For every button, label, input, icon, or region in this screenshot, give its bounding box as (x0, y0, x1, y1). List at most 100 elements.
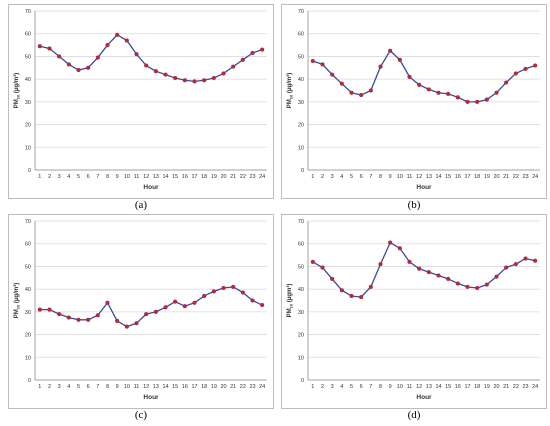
x-tick-label: 1 (311, 174, 314, 180)
data-point (76, 317, 81, 322)
x-tick-label: 13 (153, 174, 159, 180)
data-point (192, 300, 197, 305)
y-tick-label: 60 (25, 242, 31, 248)
x-tick-label: 18 (474, 174, 480, 180)
x-tick-label: 22 (513, 174, 519, 180)
x-tick-label: 15 (445, 174, 451, 180)
data-point (76, 68, 81, 73)
data-point (397, 246, 402, 251)
x-tick-label: 10 (397, 174, 403, 180)
data-point (115, 318, 120, 323)
x-tick-label: 2 (48, 174, 51, 180)
x-tick-label: 16 (182, 384, 188, 390)
x-tick-label: 22 (240, 384, 246, 390)
panel-caption-d: (d) (407, 409, 421, 421)
y-tick-label: 20 (25, 123, 31, 129)
x-tick-label: 15 (172, 384, 178, 390)
data-point (240, 57, 245, 62)
data-point (523, 66, 528, 71)
data-point (182, 304, 187, 309)
data-point (533, 63, 538, 68)
y-axis-label: PM10 (μg/m³) (13, 283, 21, 318)
x-tick-label: 11 (407, 384, 413, 390)
y-tick-label: 10 (25, 145, 31, 151)
x-tick-label: 8 (106, 384, 109, 390)
x-tick-label: 10 (124, 174, 130, 180)
data-point (105, 43, 110, 48)
data-point (86, 317, 91, 322)
data-point (47, 307, 52, 312)
data-point (221, 285, 226, 291)
data-point (494, 90, 499, 95)
x-tick-label: 23 (249, 174, 255, 180)
y-tick-label: 40 (298, 77, 304, 83)
data-point (513, 262, 518, 267)
x-tick-label: 18 (201, 174, 207, 180)
x-tick-label: 9 (389, 174, 392, 180)
data-point (310, 259, 315, 264)
x-tick-label: 10 (397, 384, 403, 390)
panel-caption-b: (b) (407, 199, 421, 211)
x-tick-label: 12 (416, 384, 422, 390)
data-point (153, 69, 158, 74)
x-axis-label: Hour (143, 184, 159, 191)
data-point (378, 64, 383, 69)
x-tick-label: 23 (249, 384, 255, 390)
data-point (475, 285, 480, 291)
x-tick-label: 16 (182, 174, 188, 180)
x-tick-label: 20 (493, 384, 499, 390)
y-tick-label: 50 (25, 54, 31, 60)
x-tick-label: 7 (369, 384, 372, 390)
data-point (260, 302, 265, 308)
x-tick-label: 20 (220, 384, 226, 390)
data-point (426, 270, 431, 275)
chart-panel-a: 0 10 20 30 40 50 60 70 1 2 3 4 5 6 7 8 9 10 11 12 13 14 15 16 17… (8, 4, 274, 199)
data-point (349, 293, 354, 299)
x-tick-label: 13 (426, 174, 432, 180)
data-point (124, 38, 129, 43)
x-tick-label: 14 (162, 384, 168, 390)
y-tick-label: 30 (25, 310, 31, 316)
data-point (105, 300, 110, 305)
x-tick-label: 19 (211, 174, 217, 180)
series-line (39, 34, 263, 83)
y-axis-label: PM10 (μgm³) (286, 284, 294, 318)
x-tick-label: 17 (464, 384, 470, 390)
y-tick-label: 10 (298, 355, 304, 361)
data-point (134, 321, 139, 326)
data-point (173, 75, 178, 81)
x-tick-label: 8 (379, 384, 382, 390)
x-tick-label: 16 (455, 174, 461, 180)
data-point (66, 315, 71, 320)
x-tick-label: 5 (77, 174, 80, 180)
x-tick-label: 17 (464, 174, 470, 180)
y-tick-label: 30 (298, 100, 304, 106)
x-tick-label: 20 (220, 174, 226, 180)
data-point (465, 99, 470, 104)
x-tick-label: 24 (259, 174, 265, 180)
x-tick-label: 14 (162, 174, 168, 180)
data-point (484, 97, 489, 102)
data-point (37, 44, 42, 49)
x-tick-label: 20 (493, 174, 499, 180)
data-point (417, 82, 422, 87)
x-tick-label: 7 (369, 174, 372, 180)
y-tick-label: 60 (298, 242, 304, 248)
data-point (339, 81, 344, 86)
x-tick-label: 19 (484, 384, 490, 390)
data-point (504, 265, 509, 270)
data-point (504, 80, 509, 85)
x-tick-label: 1 (38, 174, 41, 180)
x-tick-label: 8 (106, 174, 109, 180)
y-tick-label: 30 (298, 310, 304, 316)
data-point (359, 92, 364, 98)
x-tick-label: 10 (124, 384, 130, 390)
x-tick-label: 12 (416, 174, 422, 180)
data-point (163, 72, 168, 77)
x-tick-label: 21 (230, 174, 236, 180)
y-tick-label: 0 (301, 378, 304, 384)
x-tick-label: 5 (350, 384, 353, 390)
data-point (339, 288, 344, 293)
